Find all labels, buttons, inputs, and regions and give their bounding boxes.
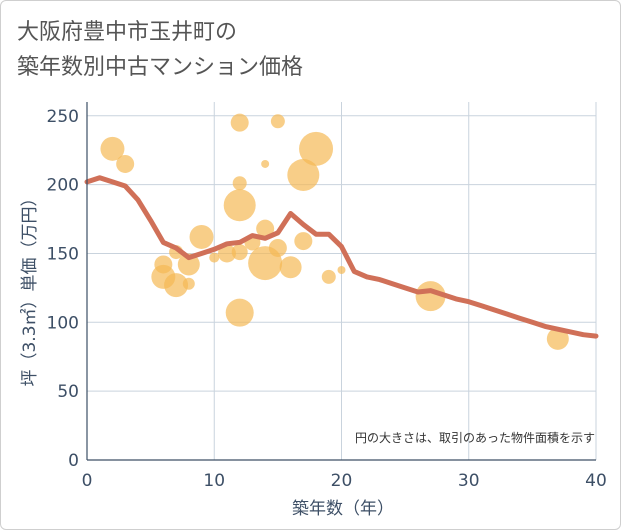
data-bubble bbox=[116, 154, 135, 173]
y-tick-label: 50 bbox=[57, 382, 79, 402]
data-bubble bbox=[217, 244, 236, 263]
data-bubble bbox=[261, 159, 270, 168]
data-bubble bbox=[337, 265, 346, 274]
bubbles-layer bbox=[100, 113, 569, 350]
y-tick-label: 100 bbox=[47, 313, 79, 333]
average-price-line bbox=[84, 175, 599, 339]
data-bubble bbox=[287, 158, 320, 191]
x-tick-label: 20 bbox=[331, 471, 353, 491]
chart-title: 大阪府豊中市玉井町の 築年数別中古マンション価格 bbox=[17, 15, 597, 85]
bubble-size-note: 円の大きさは、取引のあった物件面積を示す bbox=[355, 430, 595, 445]
data-bubble bbox=[209, 252, 220, 263]
data-bubble bbox=[299, 131, 334, 166]
axes bbox=[86, 102, 596, 461]
data-bubble bbox=[232, 176, 247, 191]
x-tick-label: 0 bbox=[82, 471, 93, 491]
x-tick-label: 40 bbox=[585, 471, 607, 491]
x-axis-label: 築年数（年） bbox=[292, 499, 394, 519]
chart-title-line2: 築年数別中古マンション価格 bbox=[17, 55, 304, 80]
tick-labels: 0 50 100 150 200 250 0 10 20 30 40 bbox=[47, 107, 607, 491]
data-bubble bbox=[223, 189, 256, 222]
data-bubble bbox=[268, 238, 287, 257]
data-bubble bbox=[100, 136, 125, 161]
data-bubble bbox=[270, 114, 285, 129]
y-tick-label: 250 bbox=[47, 107, 79, 127]
data-bubble bbox=[256, 219, 275, 238]
y-axis-label: 坪（3.3㎡）単価（万円） bbox=[20, 189, 40, 386]
x-tick-label: 10 bbox=[203, 471, 225, 491]
data-bubble bbox=[321, 269, 336, 284]
y-tick-label: 150 bbox=[47, 244, 79, 264]
data-bubble bbox=[225, 298, 254, 327]
data-bubble bbox=[230, 113, 249, 132]
data-bubble bbox=[164, 273, 189, 298]
data-bubble bbox=[182, 277, 195, 290]
data-bubble bbox=[546, 327, 569, 350]
data-bubble bbox=[189, 224, 214, 249]
data-bubble bbox=[231, 244, 248, 261]
data-bubble bbox=[294, 232, 313, 251]
y-tick-label: 200 bbox=[47, 176, 79, 196]
trend-line-layer bbox=[84, 175, 599, 339]
chart-title-line1: 大阪府豊中市玉井町の bbox=[17, 20, 238, 45]
y-tick-label: 0 bbox=[68, 451, 79, 471]
data-bubble bbox=[279, 256, 302, 279]
data-bubble bbox=[415, 281, 446, 312]
x-tick-label: 30 bbox=[458, 471, 480, 491]
data-bubble bbox=[177, 253, 200, 276]
